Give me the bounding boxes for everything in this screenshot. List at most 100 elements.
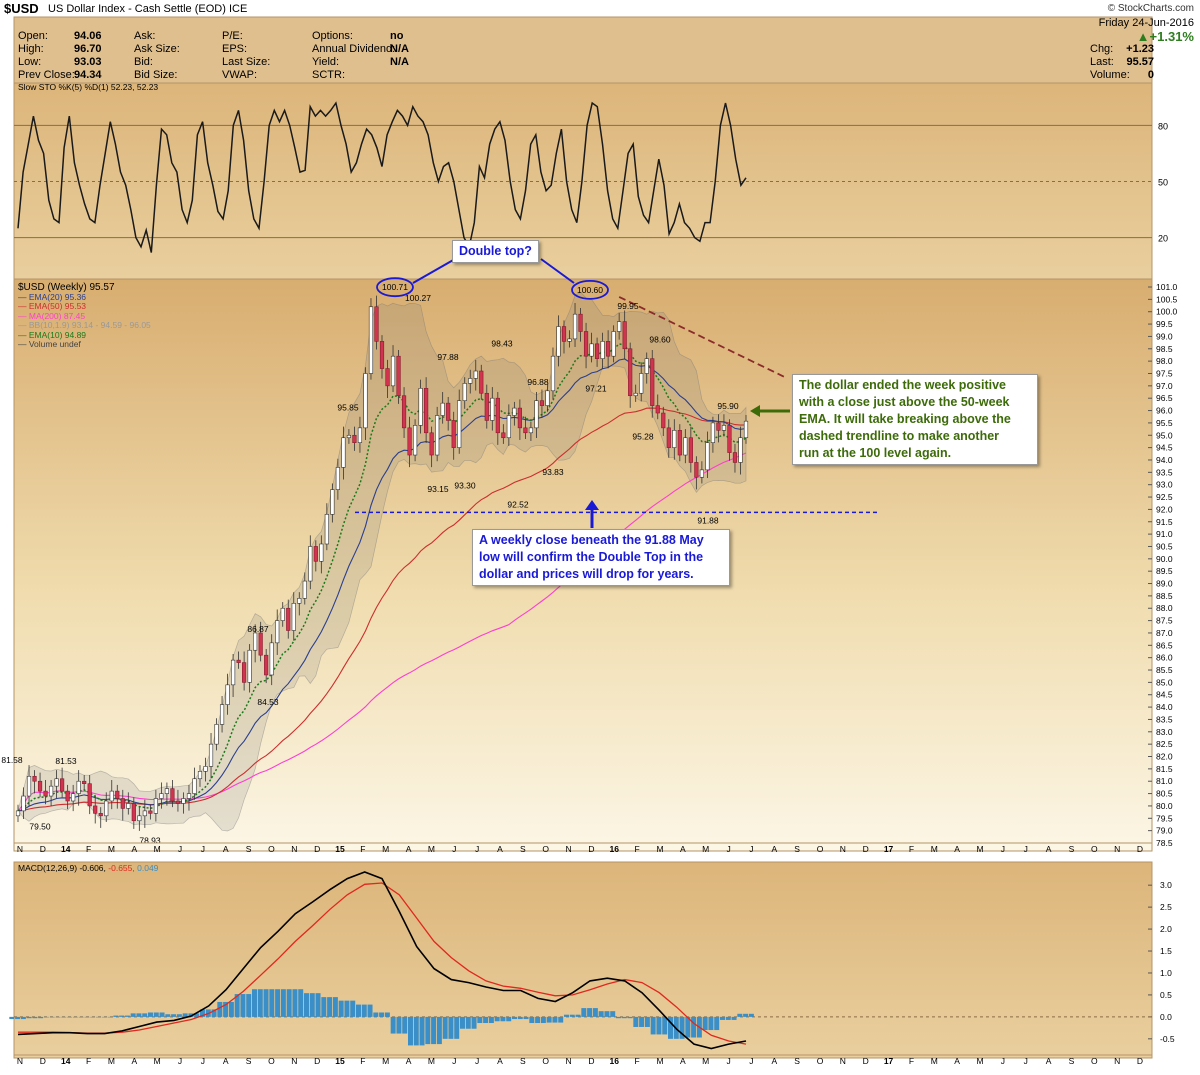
x-axis-label: O: [817, 844, 824, 854]
macd-histogram-bar: [587, 1008, 593, 1017]
x-axis-label: S: [520, 1056, 526, 1066]
candle-body: [506, 415, 511, 439]
candle-body: [219, 704, 225, 725]
annotation-line: dashed trendline to make another: [799, 429, 1000, 443]
macd-histogram-bar: [275, 989, 281, 1017]
macd-histogram-bar: [257, 989, 263, 1017]
candle-body: [26, 775, 32, 797]
price-tick-label: 85.5: [1156, 665, 1173, 675]
price-point-label: 97.21: [585, 384, 607, 394]
price-point-label: 86.87: [247, 624, 269, 634]
candle-body: [743, 420, 749, 439]
candle-body: [175, 800, 181, 804]
blue-annotation: A weekly close beneath the 91.88 May low …: [472, 529, 730, 586]
candle-body: [578, 313, 583, 332]
macd-histogram-bar: [338, 1000, 344, 1017]
x-axis-label: N: [840, 1056, 846, 1066]
macd-histogram-bar: [748, 1013, 754, 1017]
price-point-label: 91.88: [697, 515, 719, 525]
candle-body: [545, 390, 550, 406]
quote-value: +1.23: [1126, 43, 1154, 55]
macd-histogram-bar: [477, 1016, 483, 1024]
quote-label: Ask:: [134, 30, 156, 42]
candle-body: [633, 392, 638, 397]
quote-value: N/A: [390, 56, 409, 68]
candle-body: [484, 392, 489, 421]
x-axis-label: O: [268, 1056, 275, 1066]
x-axis-label: 14: [61, 844, 71, 854]
candle-body: [385, 368, 390, 387]
x-axis-label: M: [976, 844, 983, 854]
price-point-label: 100.71: [382, 282, 408, 292]
candle-body: [148, 810, 153, 814]
candle-body: [230, 659, 236, 686]
price-tick-label: 96.5: [1156, 393, 1173, 403]
candle-body: [468, 378, 473, 384]
candle-body: [192, 778, 197, 794]
candle-body: [523, 427, 528, 434]
x-axis-label: 16: [610, 844, 620, 854]
candle-body: [159, 793, 164, 799]
macd-histogram-bar: [298, 989, 304, 1017]
price-tick-label: 91.0: [1156, 529, 1173, 539]
x-axis-label: N: [1114, 1056, 1120, 1066]
macd-signal-value: -0.655,: [108, 863, 135, 873]
quote-label: Low:: [18, 56, 42, 68]
macd-histogram-bar: [616, 1016, 621, 1019]
price-tick-label: 98.5: [1156, 344, 1173, 354]
price-tick-label: 81.5: [1156, 764, 1173, 774]
ema50-line: [17, 407, 747, 812]
price-point-label: 93.15: [427, 484, 449, 494]
x-axis-label: M: [656, 844, 663, 854]
candle-body: [109, 790, 114, 802]
candle-body: [214, 724, 219, 745]
macd-histogram-bar: [494, 1016, 500, 1022]
price-point-label: 84.53: [257, 697, 279, 707]
price-tick-label: 98.0: [1156, 356, 1173, 366]
macd-histogram-bar: [743, 1013, 749, 1017]
macd-tick-label: 0.5: [1160, 990, 1172, 1000]
x-axis-label: F: [909, 1056, 914, 1066]
macd-tick-label: 0.0: [1160, 1012, 1172, 1022]
price-point-label: 81.53: [55, 756, 77, 766]
candle-body: [490, 397, 495, 421]
x-axis-label: O: [268, 844, 275, 854]
macd-histogram-bar: [280, 989, 286, 1017]
macd-histogram-bar: [26, 1016, 32, 1019]
x-axis-label: S: [1069, 844, 1075, 854]
quote-label: P/E:: [222, 30, 243, 42]
macd-histogram-bar: [124, 1015, 130, 1017]
macd-histogram-bar: [506, 1016, 512, 1022]
price-tick-label: 99.0: [1156, 331, 1173, 341]
quote-label: Open:: [18, 30, 48, 42]
candle-body: [594, 343, 600, 359]
candle-body: [672, 430, 677, 448]
macd-histogram-bar: [240, 994, 246, 1017]
macd-histogram-bar: [610, 1011, 616, 1017]
quote-label: EPS:: [222, 43, 248, 55]
macd-histogram-bar: [581, 1008, 587, 1017]
annotation-line: run at the 100 level again.: [799, 446, 952, 460]
macd-histogram-bar: [61, 1016, 67, 1018]
macd-histogram-bar: [55, 1016, 61, 1018]
x-axis-label: S: [794, 1056, 800, 1066]
macd-histogram-bar: [569, 1014, 575, 1017]
price-tick-label: 80.5: [1156, 789, 1173, 799]
macd-histogram-bar: [419, 1016, 425, 1046]
exchange-name: ICE: [228, 3, 248, 15]
x-axis-label: A: [954, 844, 960, 854]
macd-histogram-bar: [529, 1016, 535, 1024]
candle-body: [170, 788, 175, 802]
price-tick-label: 88.5: [1156, 591, 1173, 601]
x-axis-label: D: [1137, 1056, 1143, 1066]
price-point-label: 100.27: [405, 293, 431, 303]
sto-legend-text: Slow STO %K(5) %D(1) 52.23, 52.23: [18, 82, 159, 92]
candle-body: [666, 427, 671, 448]
annotation-line: low will confirm the Double Top in the: [479, 550, 704, 564]
x-axis-label: M: [976, 1056, 983, 1066]
macd-histogram-bar: [32, 1016, 38, 1019]
macd-histogram-bar: [309, 993, 315, 1017]
candle-body: [412, 425, 418, 456]
x-axis-label: O: [1091, 844, 1098, 854]
candle-body: [164, 788, 170, 794]
